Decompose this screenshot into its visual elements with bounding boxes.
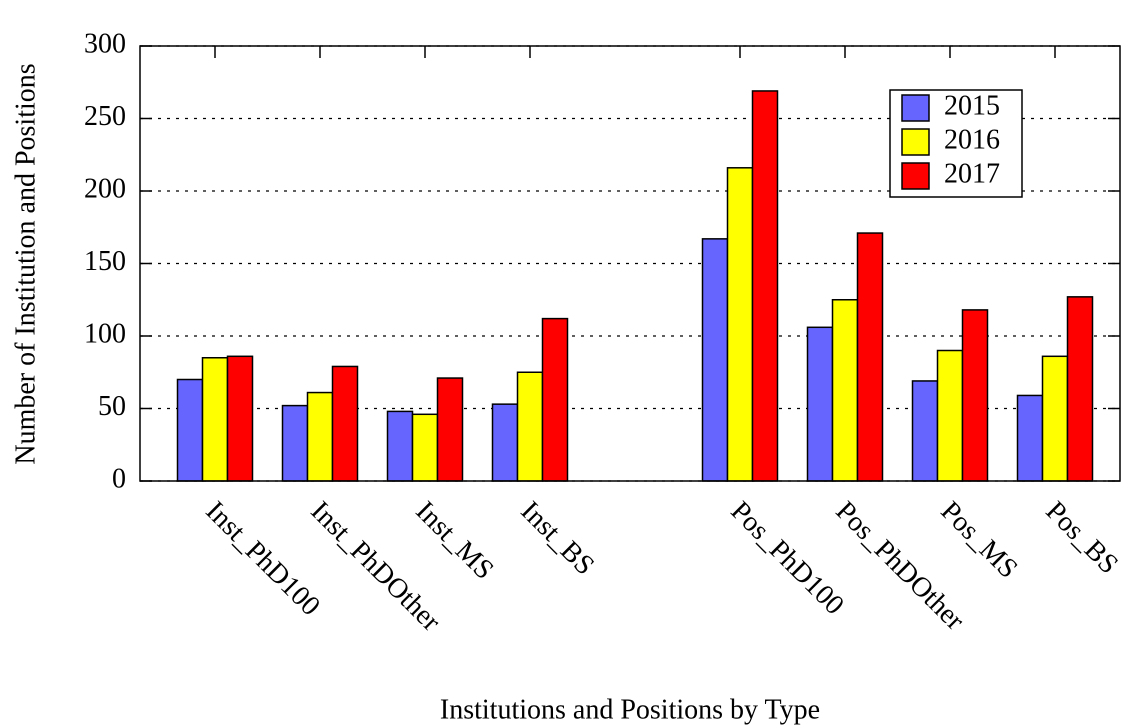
bar [491, 403, 519, 482]
plot-border [139, 45, 1121, 482]
x-tick-label: Pos_MS [935, 496, 1024, 585]
legend-swatch [901, 162, 930, 190]
x-axis-label: Institutions and Positions by Type [440, 694, 820, 725]
y-axis-label: Number of Institution and Positions [10, 63, 41, 464]
bar [911, 380, 939, 482]
bar [1016, 394, 1044, 482]
x-tick-label: Inst_MS [410, 496, 500, 586]
bar [1041, 355, 1069, 482]
x-tick-label: Pos_BS [1040, 496, 1125, 581]
bar [176, 378, 204, 482]
y-tick-label: 250 [84, 101, 126, 132]
bar [541, 317, 569, 482]
bar [1066, 296, 1094, 482]
bar [411, 413, 439, 482]
legend-swatch [901, 94, 930, 122]
x-tick-label: Inst_BS [515, 496, 601, 582]
y-tick-label: 100 [84, 318, 126, 349]
bar [806, 326, 834, 482]
bar [701, 238, 729, 482]
y-tick-label: 0 [112, 463, 126, 494]
bar [961, 309, 989, 482]
legend-label: 2015 [944, 90, 1000, 121]
bar [936, 349, 964, 482]
y-tick-label: 300 [84, 28, 126, 59]
x-tick-label: Pos_PhD100 [725, 496, 850, 621]
legend-label: 2016 [944, 124, 1000, 155]
legend-label: 2017 [944, 158, 1000, 189]
bar [331, 365, 359, 482]
bar [281, 404, 309, 482]
bar [201, 357, 229, 482]
bar [306, 391, 334, 482]
bar [751, 90, 779, 482]
bar [436, 377, 464, 482]
bar [856, 232, 884, 482]
y-tick-label: 50 [98, 391, 126, 422]
bar [831, 299, 859, 482]
bar [516, 371, 544, 482]
y-tick-label: 150 [84, 246, 126, 277]
legend-swatch [901, 128, 930, 156]
bar [386, 410, 414, 482]
bar [226, 355, 254, 482]
y-tick-label: 200 [84, 173, 126, 204]
bar [726, 167, 754, 482]
